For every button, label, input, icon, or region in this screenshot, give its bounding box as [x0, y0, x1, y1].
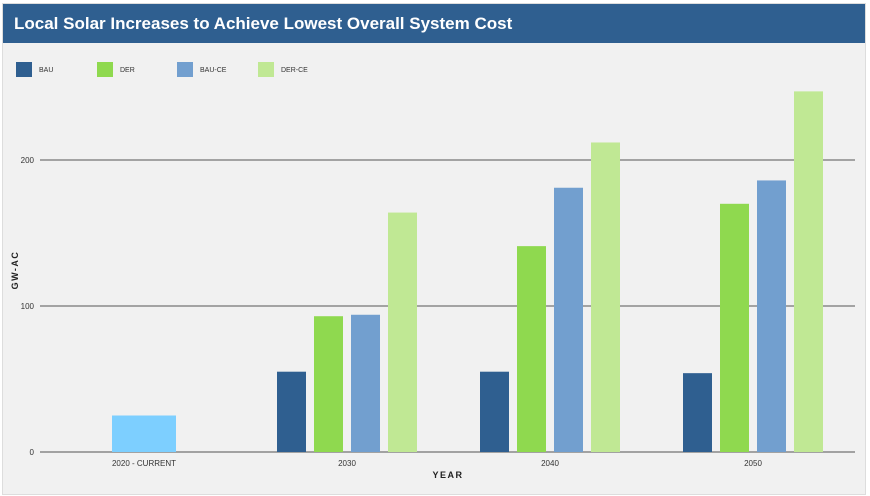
x-tick-label: 2040 [541, 459, 559, 468]
bar-bau-ce-2050 [757, 180, 786, 452]
bar-der-ce-2030 [388, 212, 417, 452]
legend-label-der-ce: DER-CE [281, 67, 308, 74]
bar-der-ce-2040 [591, 142, 620, 453]
bar-bau-2050 [683, 373, 712, 452]
x-tick-label: 2050 [744, 459, 762, 468]
bar-bau-ce-2030 [351, 314, 380, 452]
legend-swatch-der [97, 62, 113, 77]
bar-der-2040 [517, 246, 546, 452]
legend-label-bau: BAU [39, 67, 53, 74]
bar-der-ce-2050 [794, 91, 823, 452]
x-axis-label: YEAR [432, 470, 463, 480]
legend-swatch-bau-ce [177, 62, 193, 77]
chart-title: Local Solar Increases to Achieve Lowest … [3, 4, 865, 43]
bar-bau-ce-2040 [554, 187, 583, 453]
bar-der-2050 [720, 203, 749, 452]
bar-bau-2040 [480, 371, 509, 452]
y-tick-label: 0 [30, 448, 35, 457]
legend-swatch-der-ce [258, 62, 274, 77]
bar-der-2030 [314, 316, 343, 452]
y-axis-label: GW-AC [10, 251, 20, 290]
legend-label-der: DER [120, 67, 135, 74]
y-tick-label: 200 [21, 156, 35, 165]
y-tick-label: 100 [21, 302, 35, 311]
legend-label-bau-ce: BAU-CE [200, 67, 227, 74]
bar-current [112, 415, 176, 452]
x-tick-label: 2030 [338, 459, 356, 468]
x-tick-label: 2020 - CURRENT [112, 459, 176, 468]
bar-bau-2030 [277, 371, 306, 452]
legend-swatch-bau [16, 62, 32, 77]
